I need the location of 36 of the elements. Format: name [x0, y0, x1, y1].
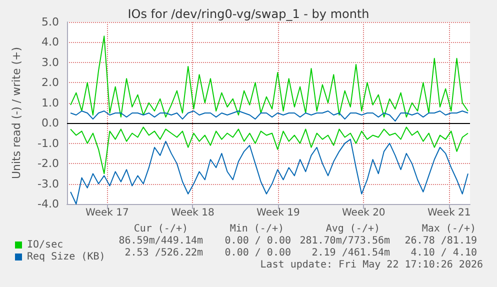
chart-title: IOs for /dev/ring0-vg/swap_1 - by month [128, 7, 370, 21]
text: Max (-/+) [422, 224, 476, 234]
text: 2.19 /461.54m [312, 248, 390, 258]
y-tick-label: -1.0 [38, 136, 59, 150]
x-tick-label: Week 18 [171, 208, 214, 218]
y-tick-label: 3.0 [42, 56, 59, 69]
y-axis-title: Units read (-) / write (+) [10, 46, 23, 180]
x-tick-label: Week 21 [427, 208, 471, 218]
y-tick-label: 4.0 [42, 36, 59, 49]
line-series [70, 110, 468, 122]
line-series [70, 36, 468, 118]
line-series [70, 126, 468, 174]
y-tick-label: 5.0 [42, 16, 59, 28]
text: 26.78 /81.19 [404, 236, 478, 246]
text: Min (-/+) [230, 224, 284, 234]
legend-label: IO/sec [27, 240, 64, 250]
y-tick-label: -2.0 [38, 157, 59, 170]
text: Last update: Fri May 22 17:10:26 2026 [260, 260, 484, 270]
x-tick-label: Week 19 [256, 208, 300, 218]
text: 0.00 / 0.00 [224, 248, 292, 258]
legend-label: Req Size (KB) [27, 252, 106, 262]
y-tick-label: 2.0 [42, 76, 59, 90]
text: 86.59m/449.14m [118, 236, 204, 246]
y-tick-label: -4.0 [38, 198, 59, 210]
text: 2.53 /526.22m [124, 248, 204, 258]
y-tick-label: -3.0 [38, 177, 59, 190]
y-tick-label: 1.0 [42, 96, 59, 110]
x-tick-label: Week 17 [86, 208, 129, 218]
line-series [70, 138, 468, 204]
text: Cur (-/+) [134, 224, 188, 234]
y-tick-label: 0.0 [42, 116, 59, 130]
x-tick-label: Week 20 [342, 208, 386, 218]
text: Avg (-/+) [326, 224, 380, 234]
text: 0.00 / 0.00 [224, 236, 292, 246]
text: 4.10 / 4.10 [410, 248, 478, 258]
text: 281.70m/773.56m [300, 236, 390, 246]
